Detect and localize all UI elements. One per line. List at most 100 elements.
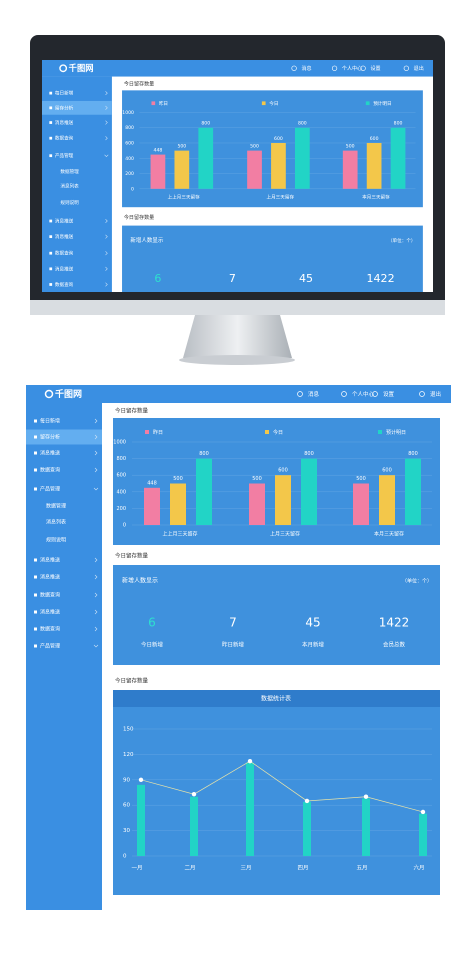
sidebar-item[interactable]: 数据查询 bbox=[55, 135, 74, 142]
sidebar-item[interactable]: 数据查询 bbox=[40, 592, 60, 599]
sidebar-item[interactable]: 消息推送 bbox=[40, 609, 60, 616]
header-bar bbox=[42, 60, 433, 77]
chevron bbox=[94, 434, 98, 440]
stat-value: 1422 bbox=[379, 616, 410, 630]
bar bbox=[196, 458, 212, 525]
bar bbox=[170, 483, 186, 525]
legend-swatch bbox=[265, 430, 269, 434]
value-label: 800 bbox=[199, 451, 209, 457]
value-label: 600 bbox=[274, 136, 283, 142]
chevron bbox=[105, 251, 108, 256]
point bbox=[304, 798, 310, 804]
bar bbox=[198, 127, 214, 189]
bar bbox=[271, 142, 286, 189]
submenu-item[interactable]: 数据管理 bbox=[46, 503, 66, 510]
sidebar-item[interactable]: 消息推送 bbox=[40, 574, 60, 581]
nav-icon bbox=[372, 391, 378, 397]
monitor-base bbox=[179, 355, 295, 365]
x-tick-label: 上月三天留存 bbox=[270, 531, 300, 538]
value-label: 600 bbox=[370, 136, 379, 142]
nav-item[interactable]: 消息 bbox=[308, 390, 320, 398]
chevron bbox=[94, 450, 98, 456]
legend-swatch bbox=[145, 430, 149, 434]
stats-title: 新增人数显示 bbox=[122, 577, 158, 585]
section-title: 今日留存数量 bbox=[124, 80, 154, 87]
sidebar-item[interactable]: 数据查询 bbox=[40, 626, 60, 633]
section-title: 今日留存数量 bbox=[115, 407, 149, 415]
sidebar-item[interactable]: 消息推送 bbox=[55, 233, 74, 240]
bar bbox=[405, 458, 421, 525]
sidebar-item[interactable]: 数据查询 bbox=[40, 467, 60, 474]
y-tick-label: 600 bbox=[116, 473, 126, 479]
y-tick-label: 150 bbox=[131, 374, 141, 380]
submenu-item[interactable]: 数据管理 bbox=[60, 168, 79, 175]
submenu-item[interactable]: 规则说明 bbox=[46, 537, 66, 544]
sidebar-item[interactable]: 消息推送 bbox=[40, 557, 60, 564]
sidebar-item[interactable]: 留存分析 bbox=[55, 104, 74, 111]
chevron bbox=[94, 626, 98, 632]
stats-unit: （单位：个） bbox=[402, 578, 432, 585]
active-item-bg bbox=[42, 100, 112, 115]
bar bbox=[174, 150, 190, 189]
sidebar-item[interactable]: 每日新增 bbox=[40, 418, 60, 425]
section-title: 今日留存数量 bbox=[115, 552, 149, 560]
nav-item[interactable]: 消息 bbox=[301, 65, 311, 72]
nav-icon bbox=[49, 219, 53, 223]
sidebar bbox=[26, 403, 102, 910]
nav-icon bbox=[403, 65, 409, 71]
x-tick-label: 本月三天留存 bbox=[374, 531, 404, 538]
x-tick-label: 六月 bbox=[413, 864, 424, 872]
bar bbox=[144, 487, 160, 525]
submenu-item[interactable]: 消息列表 bbox=[46, 519, 66, 526]
active-item-bg bbox=[26, 429, 102, 445]
nav-icon bbox=[341, 391, 347, 397]
stat-value: 1422 bbox=[367, 272, 395, 285]
panel bbox=[122, 225, 423, 292]
nav-item[interactable]: 退出 bbox=[414, 65, 424, 72]
nav-icon bbox=[49, 283, 53, 286]
x-tick-label: 上月三天留存 bbox=[266, 194, 294, 201]
panel-header bbox=[113, 690, 440, 707]
nav-item[interactable]: 退出 bbox=[430, 390, 441, 398]
sidebar-item[interactable]: 每日新增 bbox=[55, 90, 74, 97]
nav-icon bbox=[419, 391, 425, 397]
submenu-item[interactable]: 规则说明 bbox=[60, 199, 79, 206]
header-bar bbox=[26, 385, 451, 403]
nav-item[interactable]: 个人中心 bbox=[342, 65, 362, 72]
sidebar-item[interactable]: 消息推送 bbox=[55, 119, 74, 126]
sidebar-item[interactable]: 数据查询 bbox=[55, 281, 74, 288]
submenu-item[interactable]: 消息列表 bbox=[60, 183, 79, 190]
value-label: 500 bbox=[177, 144, 186, 150]
nav-icon bbox=[34, 627, 37, 631]
sidebar-item[interactable]: 消息推送 bbox=[55, 265, 74, 272]
sidebar-item[interactable]: 数据查询 bbox=[55, 250, 74, 257]
chevron bbox=[94, 574, 98, 580]
nav-icon bbox=[34, 644, 37, 648]
sidebar-item[interactable]: 消息推送 bbox=[55, 218, 74, 225]
nav-item[interactable]: 个人中心 bbox=[352, 390, 375, 398]
nav-icon bbox=[34, 468, 37, 472]
legend-label: 预计明日 bbox=[386, 429, 406, 436]
logo-icon bbox=[59, 64, 68, 73]
bar bbox=[247, 150, 262, 189]
legend-label: 今日 bbox=[269, 100, 278, 107]
stat-label: 本月新增 bbox=[302, 641, 324, 649]
sidebar-item[interactable]: 产品管理 bbox=[40, 486, 60, 493]
nav-item[interactable]: 设置 bbox=[383, 390, 395, 398]
sidebar-item[interactable]: 留存分析 bbox=[40, 434, 60, 441]
bar bbox=[379, 475, 395, 525]
y-tick-label: 600 bbox=[125, 140, 134, 146]
bar bbox=[190, 796, 198, 856]
nav-icon bbox=[34, 451, 37, 455]
nav-item[interactable]: 设置 bbox=[370, 65, 380, 72]
stat-value: 7 bbox=[229, 272, 236, 285]
y-tick-label: 400 bbox=[125, 156, 134, 162]
chevron bbox=[105, 218, 108, 224]
section-title: 今日留存数量 bbox=[124, 214, 154, 221]
nav-icon bbox=[49, 91, 53, 95]
point bbox=[363, 794, 369, 799]
sidebar-item[interactable]: 产品管理 bbox=[55, 152, 74, 159]
sidebar-item[interactable]: 消息推送 bbox=[40, 450, 60, 457]
y-tick-label: 0 bbox=[123, 523, 126, 529]
sidebar-item[interactable]: 产品管理 bbox=[40, 643, 60, 650]
